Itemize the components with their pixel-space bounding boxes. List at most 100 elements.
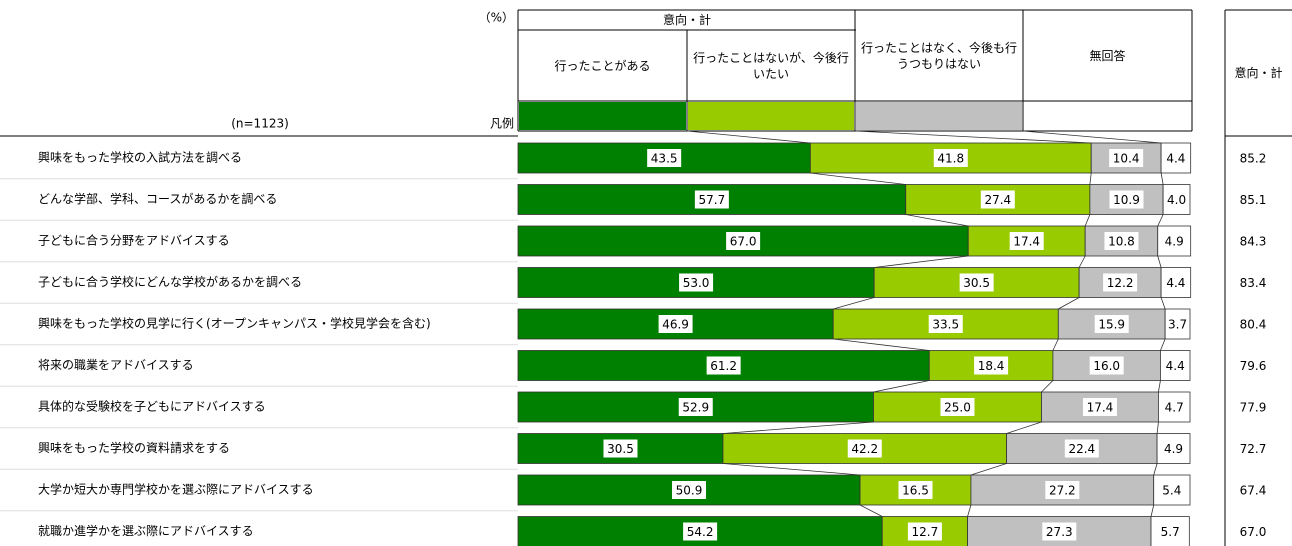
legend-swatch <box>519 102 686 130</box>
category-label: 就職か進学かを選ぶ際にアドバイスする <box>38 523 254 538</box>
value-label: 5.4 <box>1162 484 1181 498</box>
value-label: 17.4 <box>1013 235 1040 249</box>
label-box <box>1109 149 1144 167</box>
label-box <box>1089 356 1124 375</box>
value-label: 18.4 <box>978 359 1005 373</box>
connector <box>1160 338 1166 351</box>
category-label: 興味をもった学校の見学に行く(オープンキャンパス・学校見学会を含む) <box>38 316 431 331</box>
value-label: 4.9 <box>1165 235 1184 249</box>
value-label: 27.4 <box>984 193 1011 207</box>
label-box <box>928 315 963 333</box>
bar-segment <box>1057 308 1166 340</box>
value-label: 4.9 <box>1164 442 1183 456</box>
connector <box>1157 255 1162 268</box>
legend-swatch <box>856 102 1022 130</box>
bar-segment <box>1156 433 1191 464</box>
category-label: 興味をもった学校の入試方法を調べる <box>38 150 242 165</box>
label-box <box>1103 273 1138 292</box>
label-box <box>959 273 994 292</box>
value-label: 52.9 <box>682 401 709 415</box>
value-label: 25.0 <box>944 401 971 415</box>
value-label: 4.7 <box>1165 401 1184 415</box>
label-box <box>1009 232 1044 250</box>
label-box <box>1109 190 1144 209</box>
total-value: 84.3 <box>1240 235 1267 249</box>
value-label: 43.5 <box>651 152 678 166</box>
total-header: 意向・計 <box>1234 66 1283 80</box>
connector <box>1052 338 1059 351</box>
value-label: 61.2 <box>710 359 737 373</box>
connector <box>854 130 1092 144</box>
bar-segment <box>517 184 907 215</box>
bar-segment <box>1162 184 1191 215</box>
connector <box>1160 172 1164 185</box>
label-box <box>1094 315 1129 333</box>
value-label: 57.7 <box>699 193 726 207</box>
category-label: 子どもに合う学校にどんな学校があるかを調べる <box>38 274 302 289</box>
value-label: 4.4 <box>1166 276 1185 290</box>
connector <box>686 130 811 144</box>
value-label: 41.8 <box>937 152 964 166</box>
bar-segment <box>1160 142 1192 174</box>
label-box <box>1104 232 1139 250</box>
value-label: 30.5 <box>607 442 634 456</box>
value-label: 10.4 <box>1113 152 1140 166</box>
group-header: 意向・計 <box>662 13 711 27</box>
category-label: 将来の職業をアドバイスする <box>38 358 194 372</box>
connector <box>905 214 969 227</box>
bar-segment <box>1164 308 1191 340</box>
bar-segment <box>1158 391 1191 423</box>
category-label: どんな学部、学科、コースがあるかを調べる <box>38 191 277 206</box>
label-box <box>1042 522 1077 541</box>
connector <box>722 421 874 434</box>
total-value: 83.4 <box>1240 276 1267 290</box>
legend-swatch <box>1024 102 1191 130</box>
value-label: 53.0 <box>683 276 710 290</box>
label-box <box>907 522 942 541</box>
label-box <box>694 190 729 209</box>
connector <box>810 172 906 185</box>
bar-segment <box>1153 474 1191 506</box>
label-box <box>1064 439 1099 458</box>
label-box <box>1082 398 1117 416</box>
value-label: 27.3 <box>1046 525 1073 539</box>
value-label: 5.7 <box>1161 525 1180 539</box>
total-value: 85.1 <box>1240 193 1267 207</box>
label-box <box>847 439 882 458</box>
total-value: 85.2 <box>1240 152 1267 166</box>
total-value: 67.4 <box>1240 484 1267 498</box>
value-label: 10.9 <box>1113 193 1140 207</box>
bar-segment <box>1157 225 1192 257</box>
total-value: 79.6 <box>1240 359 1267 373</box>
value-label: 22.4 <box>1068 442 1095 456</box>
connector <box>874 255 969 268</box>
connector <box>1078 255 1086 268</box>
connector <box>873 380 930 393</box>
label-box <box>940 398 975 416</box>
legend-entry: 無回答 <box>1089 48 1126 63</box>
label-box <box>1045 481 1080 499</box>
total-value: 72.7 <box>1240 442 1267 456</box>
connector <box>1157 214 1164 227</box>
label-box <box>974 356 1009 375</box>
value-label: 33.5 <box>932 318 959 332</box>
value-label: 54.2 <box>687 525 714 539</box>
label-box <box>683 522 718 541</box>
label-box <box>678 398 713 416</box>
connector <box>967 504 972 517</box>
value-label: 50.9 <box>676 484 703 498</box>
connector <box>1058 297 1080 310</box>
value-label: 17.4 <box>1087 401 1114 415</box>
connector <box>1156 421 1159 434</box>
bar-segment <box>517 516 883 546</box>
connector <box>970 463 1007 476</box>
label-box <box>658 315 693 333</box>
label-box <box>933 149 968 167</box>
category-label: 興味をもった学校の資料請求をする <box>38 440 230 455</box>
connector <box>833 297 875 310</box>
legend-entry: 行ったことがある <box>554 58 651 73</box>
connector <box>859 504 883 517</box>
category-label: 子どもに合う分野をアドバイスする <box>38 233 230 248</box>
value-label: 4.0 <box>1167 193 1186 207</box>
